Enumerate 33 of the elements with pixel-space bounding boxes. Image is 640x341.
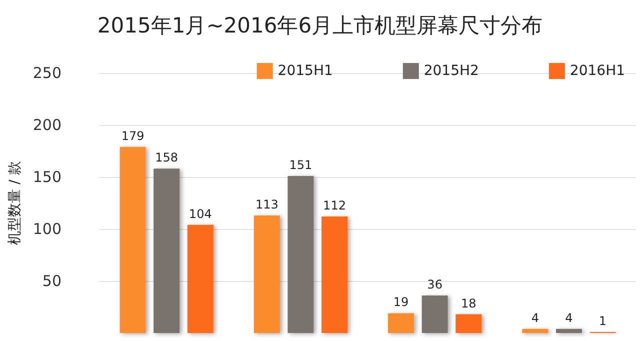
legend-label: 2016H1 xyxy=(570,63,626,79)
bar xyxy=(154,168,180,333)
legend-label: 2015H2 xyxy=(424,63,479,79)
bar xyxy=(422,296,448,333)
bar xyxy=(388,313,414,333)
data-label: 4 xyxy=(531,310,539,325)
data-label: 113 xyxy=(255,197,278,212)
data-label: 4 xyxy=(565,310,573,325)
data-label: 158 xyxy=(155,150,178,165)
y-tick-label: 200 xyxy=(32,116,62,134)
y-tick-label: 150 xyxy=(32,168,62,186)
data-label: 18 xyxy=(460,296,476,310)
bar xyxy=(120,146,146,333)
data-label: 19 xyxy=(393,295,409,310)
bar xyxy=(288,176,314,333)
chart-title: 2015年1月~2016年6月上市机型屏幕尺寸分布 xyxy=(97,14,543,38)
bar xyxy=(556,328,582,333)
y-tick-label: 100 xyxy=(32,220,62,238)
data-label: 179 xyxy=(121,128,144,143)
bar xyxy=(522,328,548,333)
bar xyxy=(187,224,214,333)
bar xyxy=(456,314,482,333)
data-label: 104 xyxy=(188,206,212,221)
y-axis-title: 机型数量 / 款 xyxy=(7,161,23,245)
data-label: 1 xyxy=(598,314,607,328)
bar xyxy=(254,215,280,333)
data-label: 112 xyxy=(323,198,346,213)
data-label: 36 xyxy=(427,278,442,292)
legend-label: 2015H1 xyxy=(278,63,333,79)
bar xyxy=(322,216,348,333)
data-label: 151 xyxy=(289,158,312,172)
y-tick-label: 250 xyxy=(32,64,62,82)
y-tick-label: 50 xyxy=(42,272,62,290)
